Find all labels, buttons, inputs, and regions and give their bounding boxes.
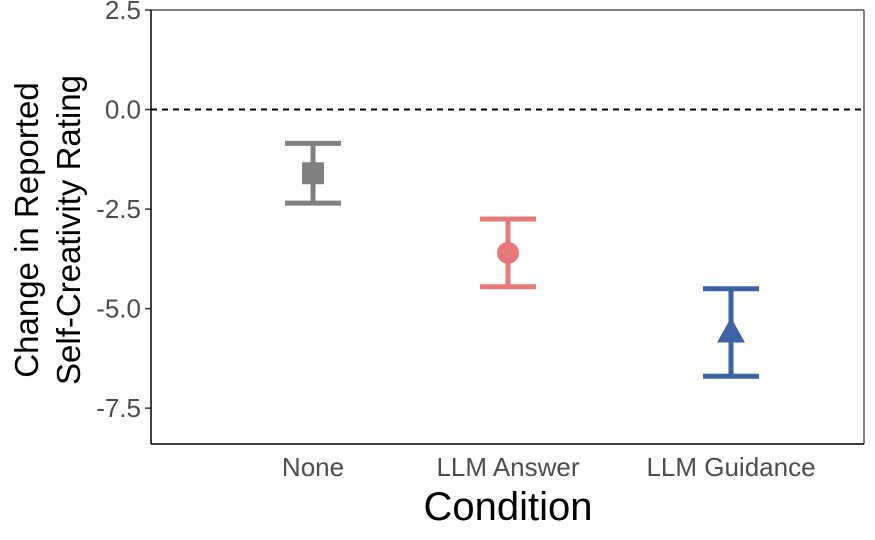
errorbar-point [285,140,341,206]
y-axis-title-line-1: Change in Reported [8,82,45,377]
x-axis-title: Condition [423,485,592,529]
errorbar-point [480,216,536,290]
y-axis-title-line-2: Self-Creativity Rating [50,75,87,385]
x-tick-label: None [282,452,344,482]
mean-marker-square [302,162,324,185]
y-tick-label: 2.5 [105,0,141,25]
errorbar-point [703,286,759,379]
y-tick-label: -7.5 [96,393,141,423]
y-tick-label: 0.0 [105,95,141,125]
x-axis-ticks: None LLM Answer LLM Guidance [282,452,816,482]
mean-marker-triangle [717,317,745,343]
mean-marker-circle [497,241,519,264]
y-tick-label: -2.5 [96,194,141,224]
x-tick-label: LLM Guidance [646,452,815,482]
x-tick-label: LLM Answer [436,452,579,482]
data-marks [285,140,759,379]
y-tick-label: -5.0 [96,294,141,324]
y-axis-ticks: 2.5 0.0 -2.5 -5.0 -7.5 [96,0,151,423]
